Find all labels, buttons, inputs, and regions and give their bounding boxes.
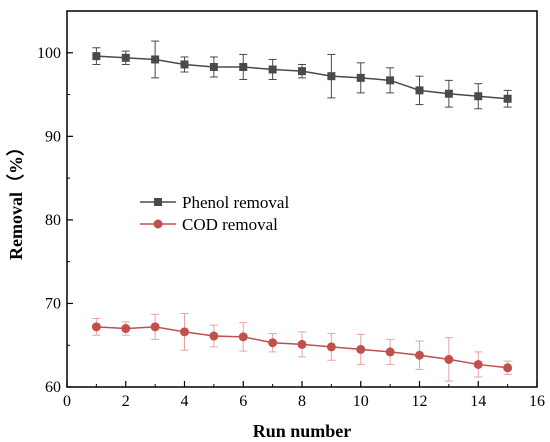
data-point-circle bbox=[297, 339, 307, 349]
data-point-square bbox=[356, 73, 365, 82]
data-point-circle bbox=[415, 350, 424, 360]
plot-area: 0 2 4 6 8 10 12 14 16 60 70 80 90 100 bbox=[37, 10, 545, 410]
data-point-circle bbox=[150, 322, 160, 332]
x-axis-ticks: 0 2 4 6 8 10 12 14 16 bbox=[63, 381, 545, 410]
y-tick-label: 60 bbox=[45, 379, 61, 396]
data-point-square bbox=[268, 65, 277, 74]
y-tick-label: 100 bbox=[37, 45, 61, 62]
data-point-square bbox=[503, 94, 512, 103]
x-tick-label: 4 bbox=[181, 393, 189, 410]
legend-item-cod: COD removal bbox=[140, 215, 278, 234]
data-point-circle bbox=[444, 354, 454, 364]
legend-circle-marker bbox=[153, 219, 163, 229]
data-point-square bbox=[92, 52, 101, 61]
data-point-circle bbox=[91, 322, 101, 332]
data-point-circle bbox=[356, 344, 366, 354]
data-point-square bbox=[239, 62, 248, 71]
data-point-circle bbox=[326, 342, 336, 352]
data-point-square bbox=[386, 76, 395, 85]
legend: Phenol removal COD removal bbox=[140, 193, 289, 234]
y-tick-label: 70 bbox=[45, 295, 61, 312]
data-point-circle bbox=[121, 324, 131, 334]
data-point-square bbox=[121, 53, 130, 62]
y-tick-label: 90 bbox=[45, 128, 61, 145]
x-axis-title: Run number bbox=[253, 421, 352, 441]
x-tick-label: 8 bbox=[298, 393, 306, 410]
series-cod bbox=[91, 312, 513, 382]
y-tick-label: 80 bbox=[45, 212, 61, 229]
data-point-circle bbox=[268, 338, 278, 348]
y-axis-title: Removal（%） bbox=[6, 138, 26, 260]
x-tick-label: 2 bbox=[122, 393, 130, 410]
series-layer bbox=[91, 40, 513, 382]
data-point-square bbox=[180, 60, 189, 69]
x-tick-label: 10 bbox=[353, 393, 369, 410]
data-point-square bbox=[327, 72, 336, 81]
series-phenol bbox=[92, 40, 512, 110]
data-point-square bbox=[151, 55, 160, 64]
legend-label-phenol: Phenol removal bbox=[182, 193, 289, 212]
data-point-square bbox=[474, 92, 483, 101]
legend-label-cod: COD removal bbox=[182, 215, 278, 234]
data-point-square bbox=[298, 67, 306, 76]
data-point-circle bbox=[238, 332, 248, 342]
x-tick-label: 6 bbox=[239, 393, 247, 410]
y-axis-ticks: 60 70 80 90 100 bbox=[37, 45, 73, 396]
x-tick-label: 12 bbox=[412, 393, 428, 410]
data-point-circle bbox=[473, 359, 483, 369]
data-point-circle bbox=[180, 327, 189, 337]
x-tick-label: 14 bbox=[470, 393, 486, 410]
legend-square-marker bbox=[154, 198, 162, 206]
data-point-square bbox=[444, 89, 453, 98]
x-tick-label: 0 bbox=[63, 393, 71, 410]
data-point-circle bbox=[209, 331, 219, 341]
data-point-circle bbox=[503, 363, 513, 373]
x-tick-label: 16 bbox=[529, 393, 545, 410]
legend-item-phenol: Phenol removal bbox=[140, 193, 289, 212]
data-point-square bbox=[209, 62, 218, 71]
data-point-circle bbox=[385, 347, 395, 357]
data-point-square bbox=[415, 86, 424, 95]
